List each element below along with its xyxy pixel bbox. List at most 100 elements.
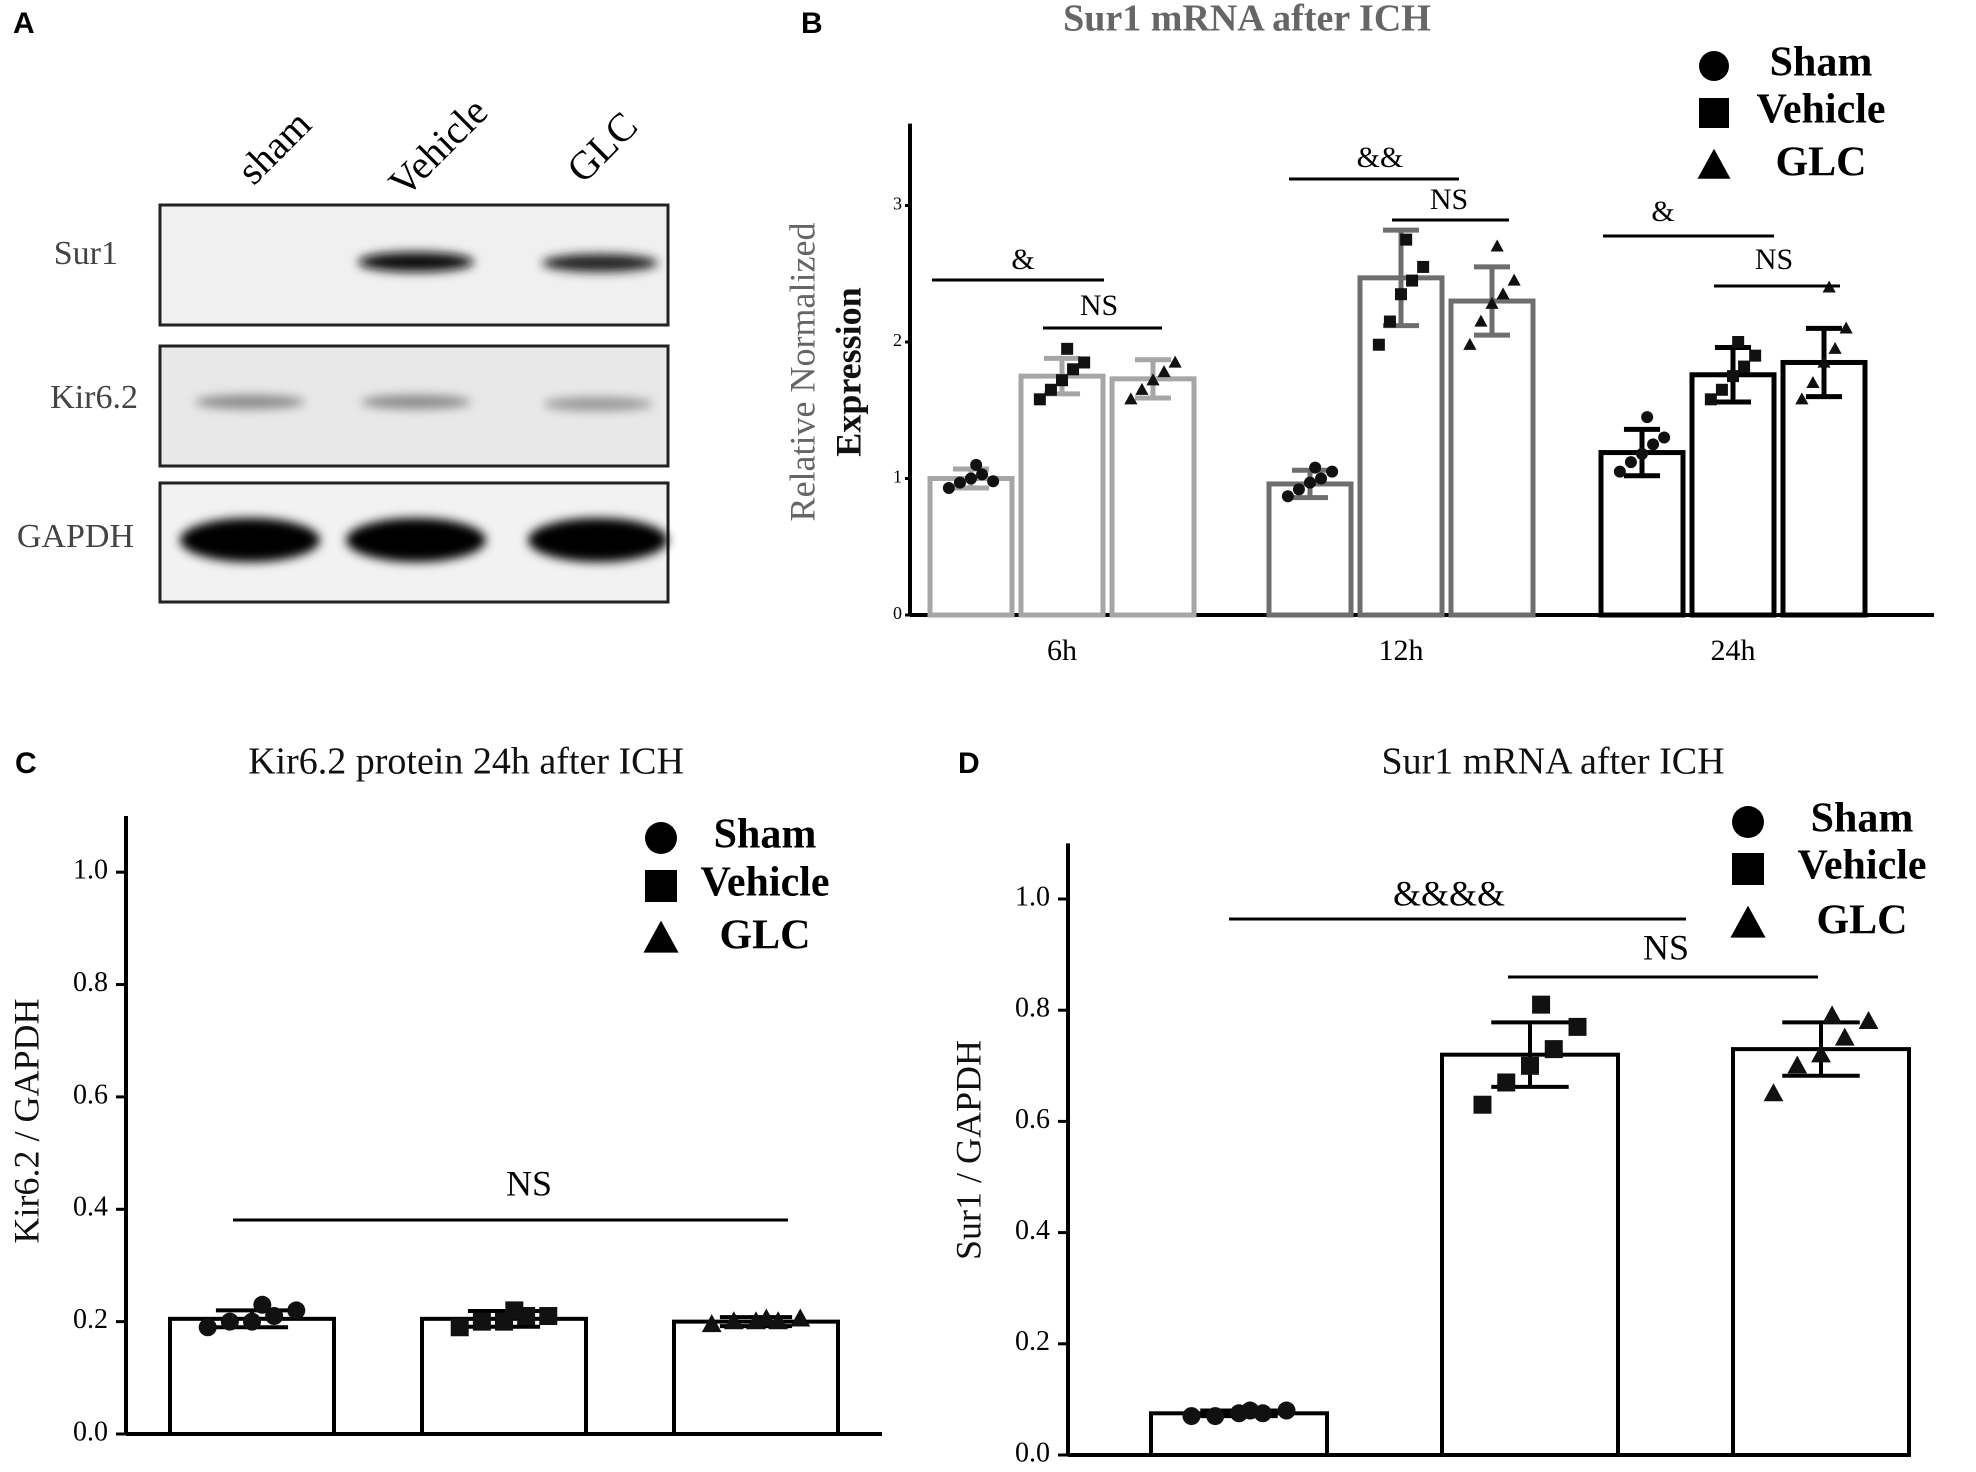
band [346,518,486,562]
legend-label: Sham [1770,40,1873,86]
band [543,397,653,411]
marker [198,1318,217,1337]
significance-label: & [1011,243,1034,276]
band [361,395,471,409]
marker [1067,363,1080,376]
marker [1157,365,1171,378]
marker [1309,461,1322,474]
y-tick-label: 1 [893,467,902,487]
significance-label: NS [1755,243,1793,276]
lane-label: sham [228,101,320,193]
y-tick-label: 0.0 [1015,1437,1050,1468]
marker [701,1314,722,1333]
y-tick-label: 0.8 [73,967,108,998]
marker [1474,314,1488,327]
marker [1658,431,1671,444]
marker [1738,360,1751,373]
y-axis-label: Expression [828,287,868,456]
marker [1507,273,1521,286]
marker [987,475,1000,488]
bar [420,1316,588,1436]
marker [1795,392,1809,405]
marker [220,1312,239,1331]
marker [1078,356,1091,369]
legend-marker [1732,853,1764,885]
marker [1463,337,1477,350]
marker [1044,383,1057,396]
panel-label: D [958,747,980,780]
legend-label: GLC [719,913,810,959]
marker [1168,355,1182,368]
y-axis-label: Sur1 / GAPDH [948,1040,988,1260]
marker [790,1308,811,1327]
legend-marker [1730,905,1766,938]
marker [1532,995,1551,1014]
bar [1440,1052,1620,1458]
bar [1780,359,1868,618]
marker [1473,1095,1492,1114]
bar [1731,1047,1911,1457]
marker [1406,274,1419,287]
significance-label: NS [1430,183,1468,216]
y-tick-label: 0.6 [1015,1104,1050,1135]
y-tick-label: 0.8 [1015,993,1050,1024]
y-tick-label: 3 [893,194,902,214]
lane-label: Vehicle [380,89,497,206]
legend-marker [1697,148,1731,179]
marker [1496,287,1510,300]
marker [243,1312,261,1331]
marker [1326,465,1339,478]
y-tick-label: 0.2 [1015,1326,1050,1357]
significance-label: && [1357,141,1404,174]
panel-label: A [13,7,35,40]
marker [1763,1083,1784,1102]
significance-label: NS [1080,289,1118,322]
legend-marker [1732,806,1764,838]
legend-marker [643,920,679,953]
bar [1109,376,1197,618]
legend-label: Vehicle [700,860,829,906]
marker [1417,260,1430,273]
y-tick-label: 2 [893,330,902,350]
marker [1383,315,1396,328]
marker [539,1307,558,1326]
band [528,518,668,562]
marker [1727,370,1739,383]
marker [1811,1044,1831,1063]
blot-membranes [158,203,670,604]
marker [472,1312,491,1331]
marker [1182,1407,1201,1426]
blot-row-labels: Sur1 Kir6.2 GAPDH [17,235,138,555]
marker [1732,336,1745,348]
lane-label: GLC [558,103,646,191]
marker [1544,1040,1563,1059]
bar [1448,298,1536,618]
significance-label: NS [506,1163,552,1203]
y-tick-label: 1.0 [1015,881,1050,912]
marker [1806,376,1820,389]
bar [1357,275,1445,618]
marker [1292,483,1305,496]
marker [1647,438,1660,451]
band [180,518,320,562]
marker [450,1318,469,1337]
marker [1497,1073,1516,1092]
panel-label: B [801,7,823,40]
y-tick-label: 1.0 [73,855,108,886]
marker [1839,321,1853,334]
y-tick-label: 0.2 [73,1304,108,1335]
marker [976,468,989,481]
legend-label: Vehicle [1756,87,1885,133]
marker [1056,374,1068,387]
chart-title: Sur1 mRNA after ICH [1063,0,1431,40]
marker [1304,476,1316,489]
band [358,252,474,272]
marker [1749,349,1762,362]
marker [1828,341,1842,354]
x-tick-label: 12h [1379,634,1424,667]
marker [1613,465,1626,478]
legend-marker [645,822,677,854]
marker [287,1301,306,1320]
marker [1395,288,1407,301]
